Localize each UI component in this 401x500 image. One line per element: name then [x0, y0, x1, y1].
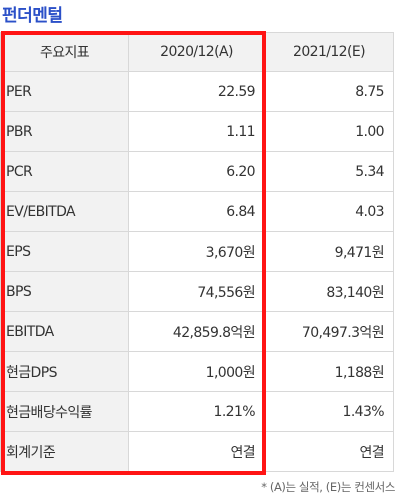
row-label: EBITDA — [0, 311, 129, 352]
estimate-value: 8.75 — [264, 71, 394, 112]
actual-value: 1.11 — [128, 111, 265, 152]
footnote: * (A)는 실적, (E)는 컨센서스 — [261, 480, 395, 494]
row-label: PCR — [0, 151, 129, 192]
header-2021-estimate: 2021/12(E) — [264, 32, 394, 72]
estimate-value: 70,497.3억원 — [264, 311, 394, 352]
header-indicator: 주요지표 — [0, 32, 129, 72]
actual-value: 3,670원 — [128, 231, 265, 272]
table-row: PBR 1.11 1.00 — [0, 111, 394, 152]
estimate-value: 5.34 — [264, 151, 394, 192]
row-label: EV/EBITDA — [0, 191, 129, 232]
table-row: PER 22.59 8.75 — [0, 71, 394, 112]
actual-value: 6.84 — [128, 191, 265, 232]
estimate-value: 1.00 — [264, 111, 394, 152]
row-label: 현금배당수익률 — [0, 391, 129, 432]
table-row: EBITDA 42,859.8억원 70,497.3억원 — [0, 311, 394, 352]
row-label: 회계기준 — [0, 431, 129, 472]
table-row: 회계기준 연결 연결 — [0, 431, 394, 472]
actual-value: 연결 — [128, 431, 265, 472]
fundamentals-table: 주요지표 2020/12(A) 2021/12(E) PER 22.59 8.7… — [0, 32, 394, 472]
table-header-row: 주요지표 2020/12(A) 2021/12(E) — [0, 32, 394, 72]
estimate-value: 1,188원 — [264, 351, 394, 392]
actual-value: 22.59 — [128, 71, 265, 112]
table-row: 현금배당수익률 1.21% 1.43% — [0, 391, 394, 432]
row-label: 현금DPS — [0, 351, 129, 392]
estimate-value: 4.03 — [264, 191, 394, 232]
table-row: BPS 74,556원 83,140원 — [0, 271, 394, 312]
actual-value: 1.21% — [128, 391, 265, 432]
row-label: PER — [0, 71, 129, 112]
header-2020-actual: 2020/12(A) — [128, 32, 265, 72]
estimate-value: 1.43% — [264, 391, 394, 432]
actual-value: 1,000원 — [128, 351, 265, 392]
estimate-value: 9,471원 — [264, 231, 394, 272]
table-row: 현금DPS 1,000원 1,188원 — [0, 351, 394, 392]
row-label: EPS — [0, 231, 129, 272]
actual-value: 42,859.8억원 — [128, 311, 265, 352]
table-row: EV/EBITDA 6.84 4.03 — [0, 191, 394, 232]
actual-value: 6.20 — [128, 151, 265, 192]
actual-value: 74,556원 — [128, 271, 265, 312]
estimate-value: 연결 — [264, 431, 394, 472]
table-row: PCR 6.20 5.34 — [0, 151, 394, 192]
section-title: 펀더멘털 — [2, 6, 63, 26]
row-label: PBR — [0, 111, 129, 152]
estimate-value: 83,140원 — [264, 271, 394, 312]
table-row: EPS 3,670원 9,471원 — [0, 231, 394, 272]
row-label: BPS — [0, 271, 129, 312]
